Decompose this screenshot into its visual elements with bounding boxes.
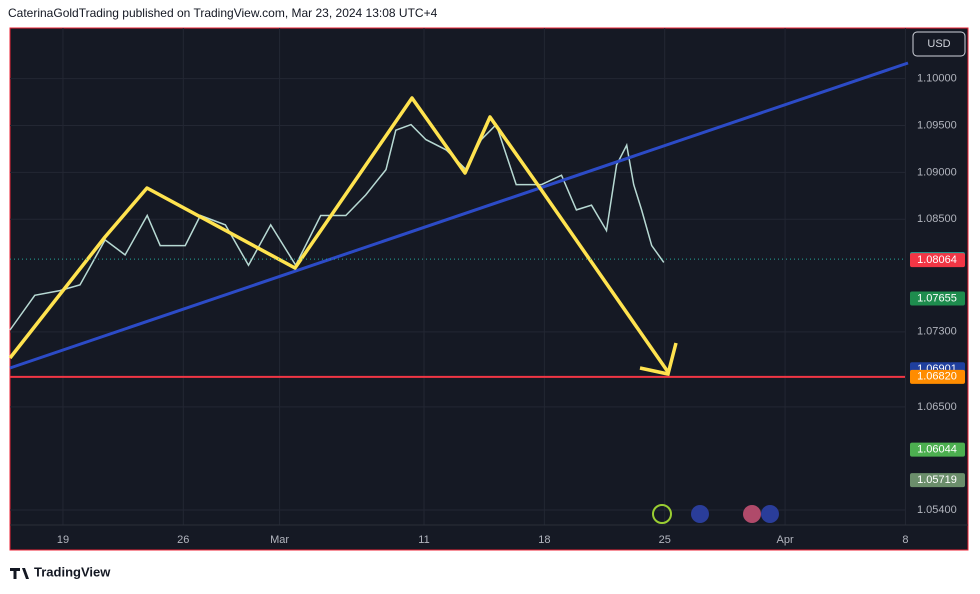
event-icon xyxy=(652,504,672,524)
price-tag xyxy=(910,291,965,306)
y-tick-label: 1.05400 xyxy=(917,504,957,516)
zigzag-drawing xyxy=(8,96,670,373)
y-tick-label: 1.10000 xyxy=(917,73,957,85)
y-tick-label: 1.08500 xyxy=(917,213,957,225)
chart-area xyxy=(10,28,968,550)
event-icon xyxy=(761,505,779,523)
price-line xyxy=(9,123,665,331)
price-tag-label: 1.06820 xyxy=(917,371,957,383)
x-tick-label: 26 xyxy=(177,534,189,546)
brand-name: TradingView xyxy=(34,564,111,579)
plot xyxy=(9,28,968,526)
event-icon xyxy=(743,505,761,523)
x-tick-label: 19 xyxy=(57,534,69,546)
x-tick-label: 25 xyxy=(659,534,671,546)
price-tag-label: 1.08064 xyxy=(917,254,957,266)
x-tick-label: Apr xyxy=(777,534,794,546)
y-tick-label: 1.09000 xyxy=(917,166,957,178)
trend-line xyxy=(9,61,909,370)
x-tick-label: 11 xyxy=(418,534,429,546)
x-tick-label: Mar xyxy=(270,534,289,546)
price-tag xyxy=(910,473,965,488)
currency-button[interactable] xyxy=(912,31,966,57)
price-tag xyxy=(910,253,965,268)
price-tag-label: 1.07655 xyxy=(917,292,957,304)
currency-label: USD xyxy=(927,38,950,50)
brand-logo xyxy=(10,568,29,579)
event-icon xyxy=(691,505,709,523)
y-tick-label: 1.07300 xyxy=(917,326,957,338)
x-tick-label: 18 xyxy=(538,534,550,546)
price-tag xyxy=(910,442,965,457)
price-tag-label: 1.06044 xyxy=(917,444,957,456)
y-tick-label: 1.09500 xyxy=(917,119,957,131)
header-title: CaterinaGoldTrading published on Trading… xyxy=(8,6,438,20)
price-tag-label: 1.05719 xyxy=(917,474,957,486)
x-tick-label: 8 xyxy=(902,534,908,546)
price-tag xyxy=(910,369,965,384)
chart-frame xyxy=(9,27,969,551)
arrow-head xyxy=(639,342,678,377)
y-tick-label: 1.06500 xyxy=(917,401,957,413)
